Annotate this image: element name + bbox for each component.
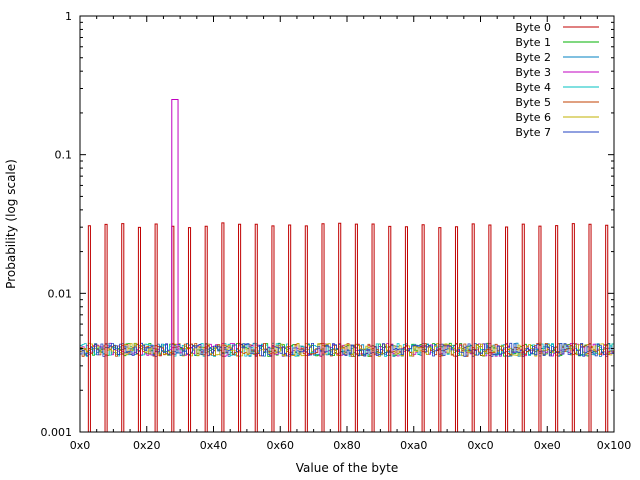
- x-tick-label: 0x80: [333, 439, 361, 452]
- spike-bar-21: [438, 227, 442, 432]
- x-tick-label: 0x60: [266, 439, 294, 452]
- spike-bar-byte3: [171, 98, 179, 351]
- spike-bar-3: [137, 226, 141, 432]
- spike-bar-4: [154, 223, 158, 432]
- axis-ticks: 0x0 0x20 0x40 0x60 0x80 0xa0 0xc0 0xe0 0x100 0.00…: [41, 10, 632, 452]
- legend-label-5: Byte 5: [515, 96, 551, 109]
- spike-bar-18: [388, 225, 392, 432]
- spike-bar-11: [271, 225, 275, 432]
- legend-label-3: Byte 3: [515, 66, 551, 79]
- spike-bar-23: [471, 223, 475, 432]
- y-tick-label: 0.01: [48, 287, 73, 300]
- spike-bar-25: [505, 226, 509, 432]
- x-tick-label: 0xa0: [400, 439, 427, 452]
- y-axis-label: Probability (log scale): [4, 159, 18, 289]
- legend-label-7: Byte 7: [515, 126, 551, 139]
- spike-bar-6: [187, 227, 192, 432]
- spike-bar-9: [238, 223, 242, 432]
- y-tick-label: 0.001: [41, 426, 73, 439]
- spike-bar-17: [371, 223, 375, 432]
- x-tick-label: 0x20: [133, 439, 161, 452]
- noise-band: [80, 342, 614, 357]
- x-tick-label: 0x40: [200, 439, 228, 452]
- spike-bar-2: [121, 223, 125, 432]
- spike-bar-24: [488, 224, 492, 432]
- spike-bar-12: [288, 224, 292, 432]
- spike-bar-30: [588, 223, 592, 432]
- spike-bar-8: [221, 222, 225, 432]
- spike-bars: [87, 98, 609, 432]
- spike-bar-26: [521, 223, 525, 432]
- y-tick-label: 1: [65, 10, 72, 23]
- legend-label-6: Byte 6: [515, 111, 551, 124]
- spike-bar-1: [104, 223, 108, 432]
- x-tick-label: 0x0: [70, 439, 91, 452]
- legend-label-1: Byte 1: [515, 36, 551, 49]
- spike-bar-10: [254, 223, 258, 432]
- legend: Byte 0 Byte 1 Byte 2 Byte 3 Byte 4 Byte 5 Byte…: [515, 21, 599, 139]
- x-tick-label: 0x100: [597, 439, 632, 452]
- y-tick-label: 0.1: [55, 149, 73, 162]
- spike-bar-0: [87, 225, 91, 432]
- spike-bar-20: [421, 224, 425, 432]
- x-tick-label: 0xc0: [467, 439, 493, 452]
- spike-bar-28: [555, 225, 559, 432]
- x-tick-label: 0xe0: [534, 439, 561, 452]
- spike-bar-19: [404, 226, 408, 432]
- spike-bar-29: [571, 223, 575, 432]
- legend-label-2: Byte 2: [515, 51, 551, 64]
- spike-bar-27: [538, 225, 542, 432]
- spike-bar-31: [605, 224, 609, 432]
- spike-bar-15: [338, 222, 342, 432]
- spike-bar-22: [454, 226, 459, 432]
- spike-bar-13: [304, 225, 308, 432]
- spike-bar-16: [354, 223, 358, 432]
- spike-bar-14: [321, 223, 325, 432]
- legend-label-4: Byte 4: [515, 81, 551, 94]
- legend-label-0: Byte 0: [515, 21, 551, 34]
- spike-bar-7: [204, 225, 208, 432]
- x-axis-label: Value of the byte: [296, 461, 398, 475]
